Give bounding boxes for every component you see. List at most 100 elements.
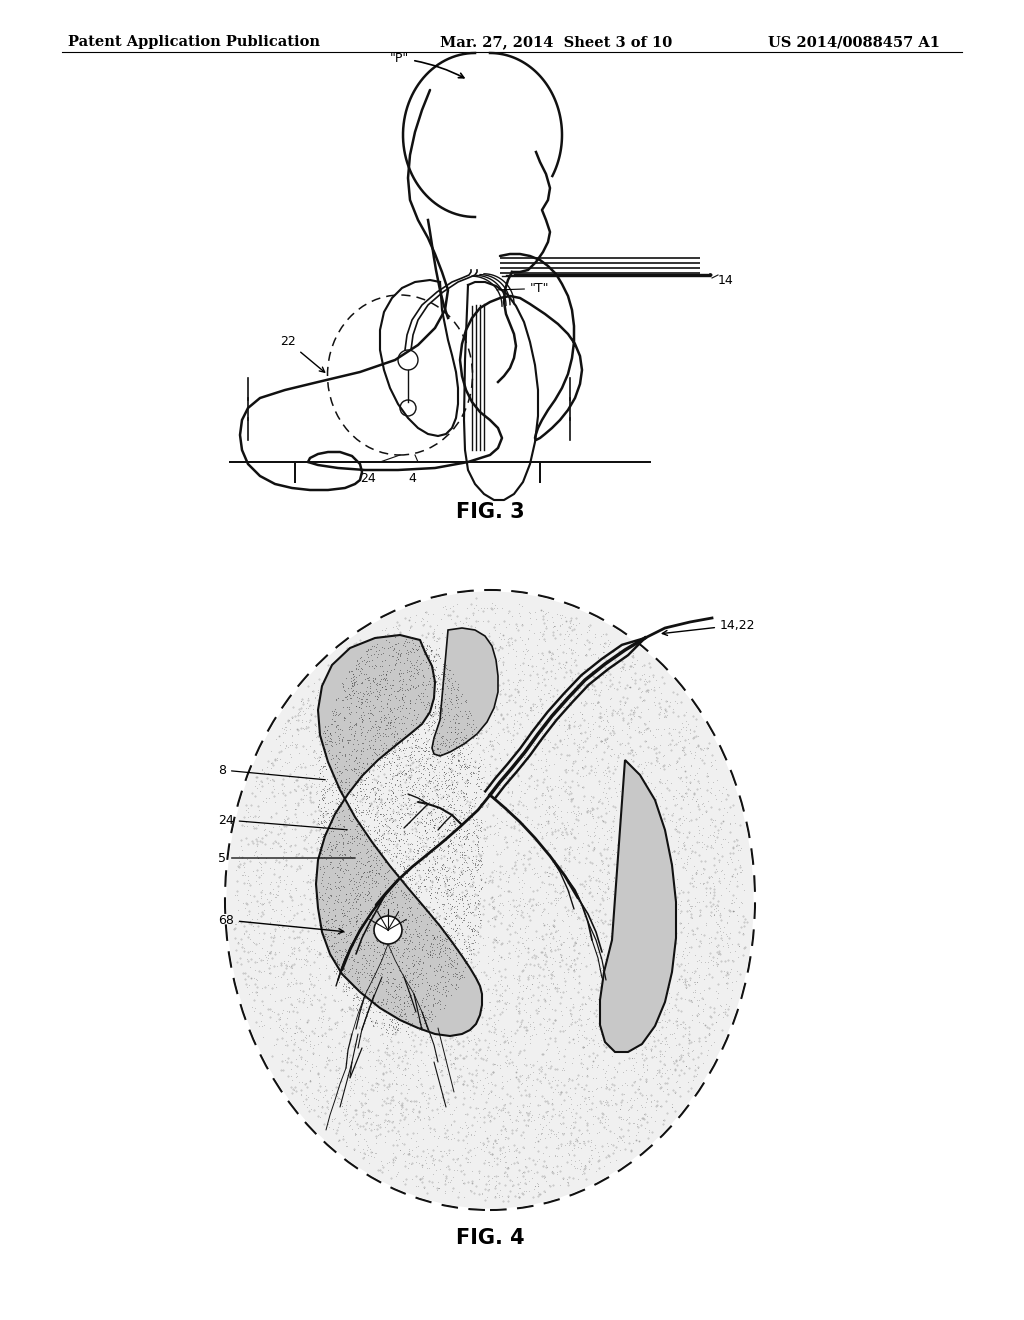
Point bbox=[525, 622, 542, 643]
Point bbox=[293, 690, 309, 711]
Point bbox=[345, 1139, 361, 1160]
Point bbox=[579, 622, 595, 643]
Point bbox=[373, 966, 389, 987]
Point bbox=[445, 725, 462, 746]
Point bbox=[457, 875, 473, 896]
Point bbox=[567, 849, 584, 870]
Point bbox=[440, 663, 457, 684]
Point bbox=[429, 809, 445, 830]
Point bbox=[430, 680, 446, 701]
Point bbox=[356, 663, 373, 684]
Point bbox=[498, 692, 514, 713]
Point bbox=[387, 634, 403, 655]
Point bbox=[349, 995, 366, 1016]
Point bbox=[505, 729, 521, 750]
Point bbox=[614, 933, 631, 954]
Point bbox=[368, 1133, 384, 1154]
Point bbox=[488, 731, 505, 752]
Point bbox=[324, 1080, 340, 1101]
Point bbox=[331, 748, 347, 770]
Point bbox=[457, 948, 473, 969]
Point bbox=[262, 954, 279, 975]
Point bbox=[410, 887, 426, 908]
Point bbox=[394, 965, 411, 986]
Point bbox=[423, 693, 439, 714]
Point bbox=[444, 789, 461, 810]
Point bbox=[517, 978, 534, 999]
Point bbox=[424, 758, 440, 779]
Point bbox=[487, 685, 504, 706]
Point bbox=[510, 867, 526, 888]
Point bbox=[443, 972, 460, 993]
Point bbox=[351, 747, 368, 768]
Point bbox=[495, 904, 511, 925]
Point bbox=[406, 719, 422, 741]
Point bbox=[481, 717, 498, 738]
Point bbox=[510, 663, 526, 684]
Point bbox=[392, 652, 409, 673]
Point bbox=[385, 645, 401, 667]
Point bbox=[365, 945, 381, 966]
Point bbox=[464, 1173, 480, 1195]
Point bbox=[400, 870, 417, 891]
Point bbox=[685, 981, 701, 1002]
Point bbox=[409, 859, 425, 880]
Point bbox=[401, 1143, 418, 1164]
Point bbox=[676, 917, 692, 939]
Point bbox=[368, 875, 384, 896]
Point bbox=[639, 965, 655, 986]
Point bbox=[422, 891, 438, 912]
Point bbox=[376, 937, 392, 958]
Point bbox=[430, 825, 446, 846]
Point bbox=[276, 809, 293, 830]
Point bbox=[580, 676, 596, 697]
Point bbox=[413, 956, 429, 977]
Point bbox=[458, 792, 474, 813]
Point bbox=[359, 1001, 376, 1022]
Point bbox=[331, 1068, 347, 1089]
Point bbox=[398, 919, 415, 940]
Point bbox=[365, 738, 381, 759]
Point bbox=[400, 1078, 417, 1100]
Point bbox=[470, 898, 486, 919]
Point bbox=[396, 883, 413, 904]
Point bbox=[487, 686, 504, 708]
Point bbox=[527, 1126, 544, 1147]
Point bbox=[314, 803, 331, 824]
Point bbox=[342, 1064, 358, 1085]
Point bbox=[545, 858, 561, 879]
Point bbox=[420, 801, 436, 822]
Point bbox=[353, 767, 370, 788]
Point bbox=[279, 719, 295, 741]
Point bbox=[523, 1167, 540, 1188]
Point bbox=[401, 661, 418, 682]
Point bbox=[396, 886, 413, 907]
Point bbox=[322, 722, 338, 743]
Point bbox=[371, 994, 387, 1015]
Point bbox=[442, 953, 459, 974]
Point bbox=[449, 737, 465, 758]
Point bbox=[458, 704, 474, 725]
Point bbox=[453, 730, 469, 751]
Point bbox=[412, 950, 428, 972]
Point bbox=[435, 733, 452, 754]
Point bbox=[457, 793, 473, 814]
Point bbox=[631, 913, 647, 935]
Point bbox=[449, 917, 465, 939]
Point bbox=[330, 890, 346, 911]
Point bbox=[426, 759, 442, 780]
Point bbox=[540, 780, 556, 801]
Point bbox=[372, 792, 388, 813]
Point bbox=[351, 957, 368, 978]
Point bbox=[391, 1092, 408, 1113]
Point bbox=[515, 676, 531, 697]
Point bbox=[337, 945, 353, 966]
Point bbox=[461, 822, 477, 843]
Point bbox=[595, 623, 611, 644]
Point bbox=[454, 828, 470, 849]
Point bbox=[432, 929, 449, 950]
Point bbox=[288, 756, 304, 777]
Point bbox=[459, 770, 475, 791]
Point bbox=[525, 940, 542, 961]
Point bbox=[388, 642, 404, 663]
